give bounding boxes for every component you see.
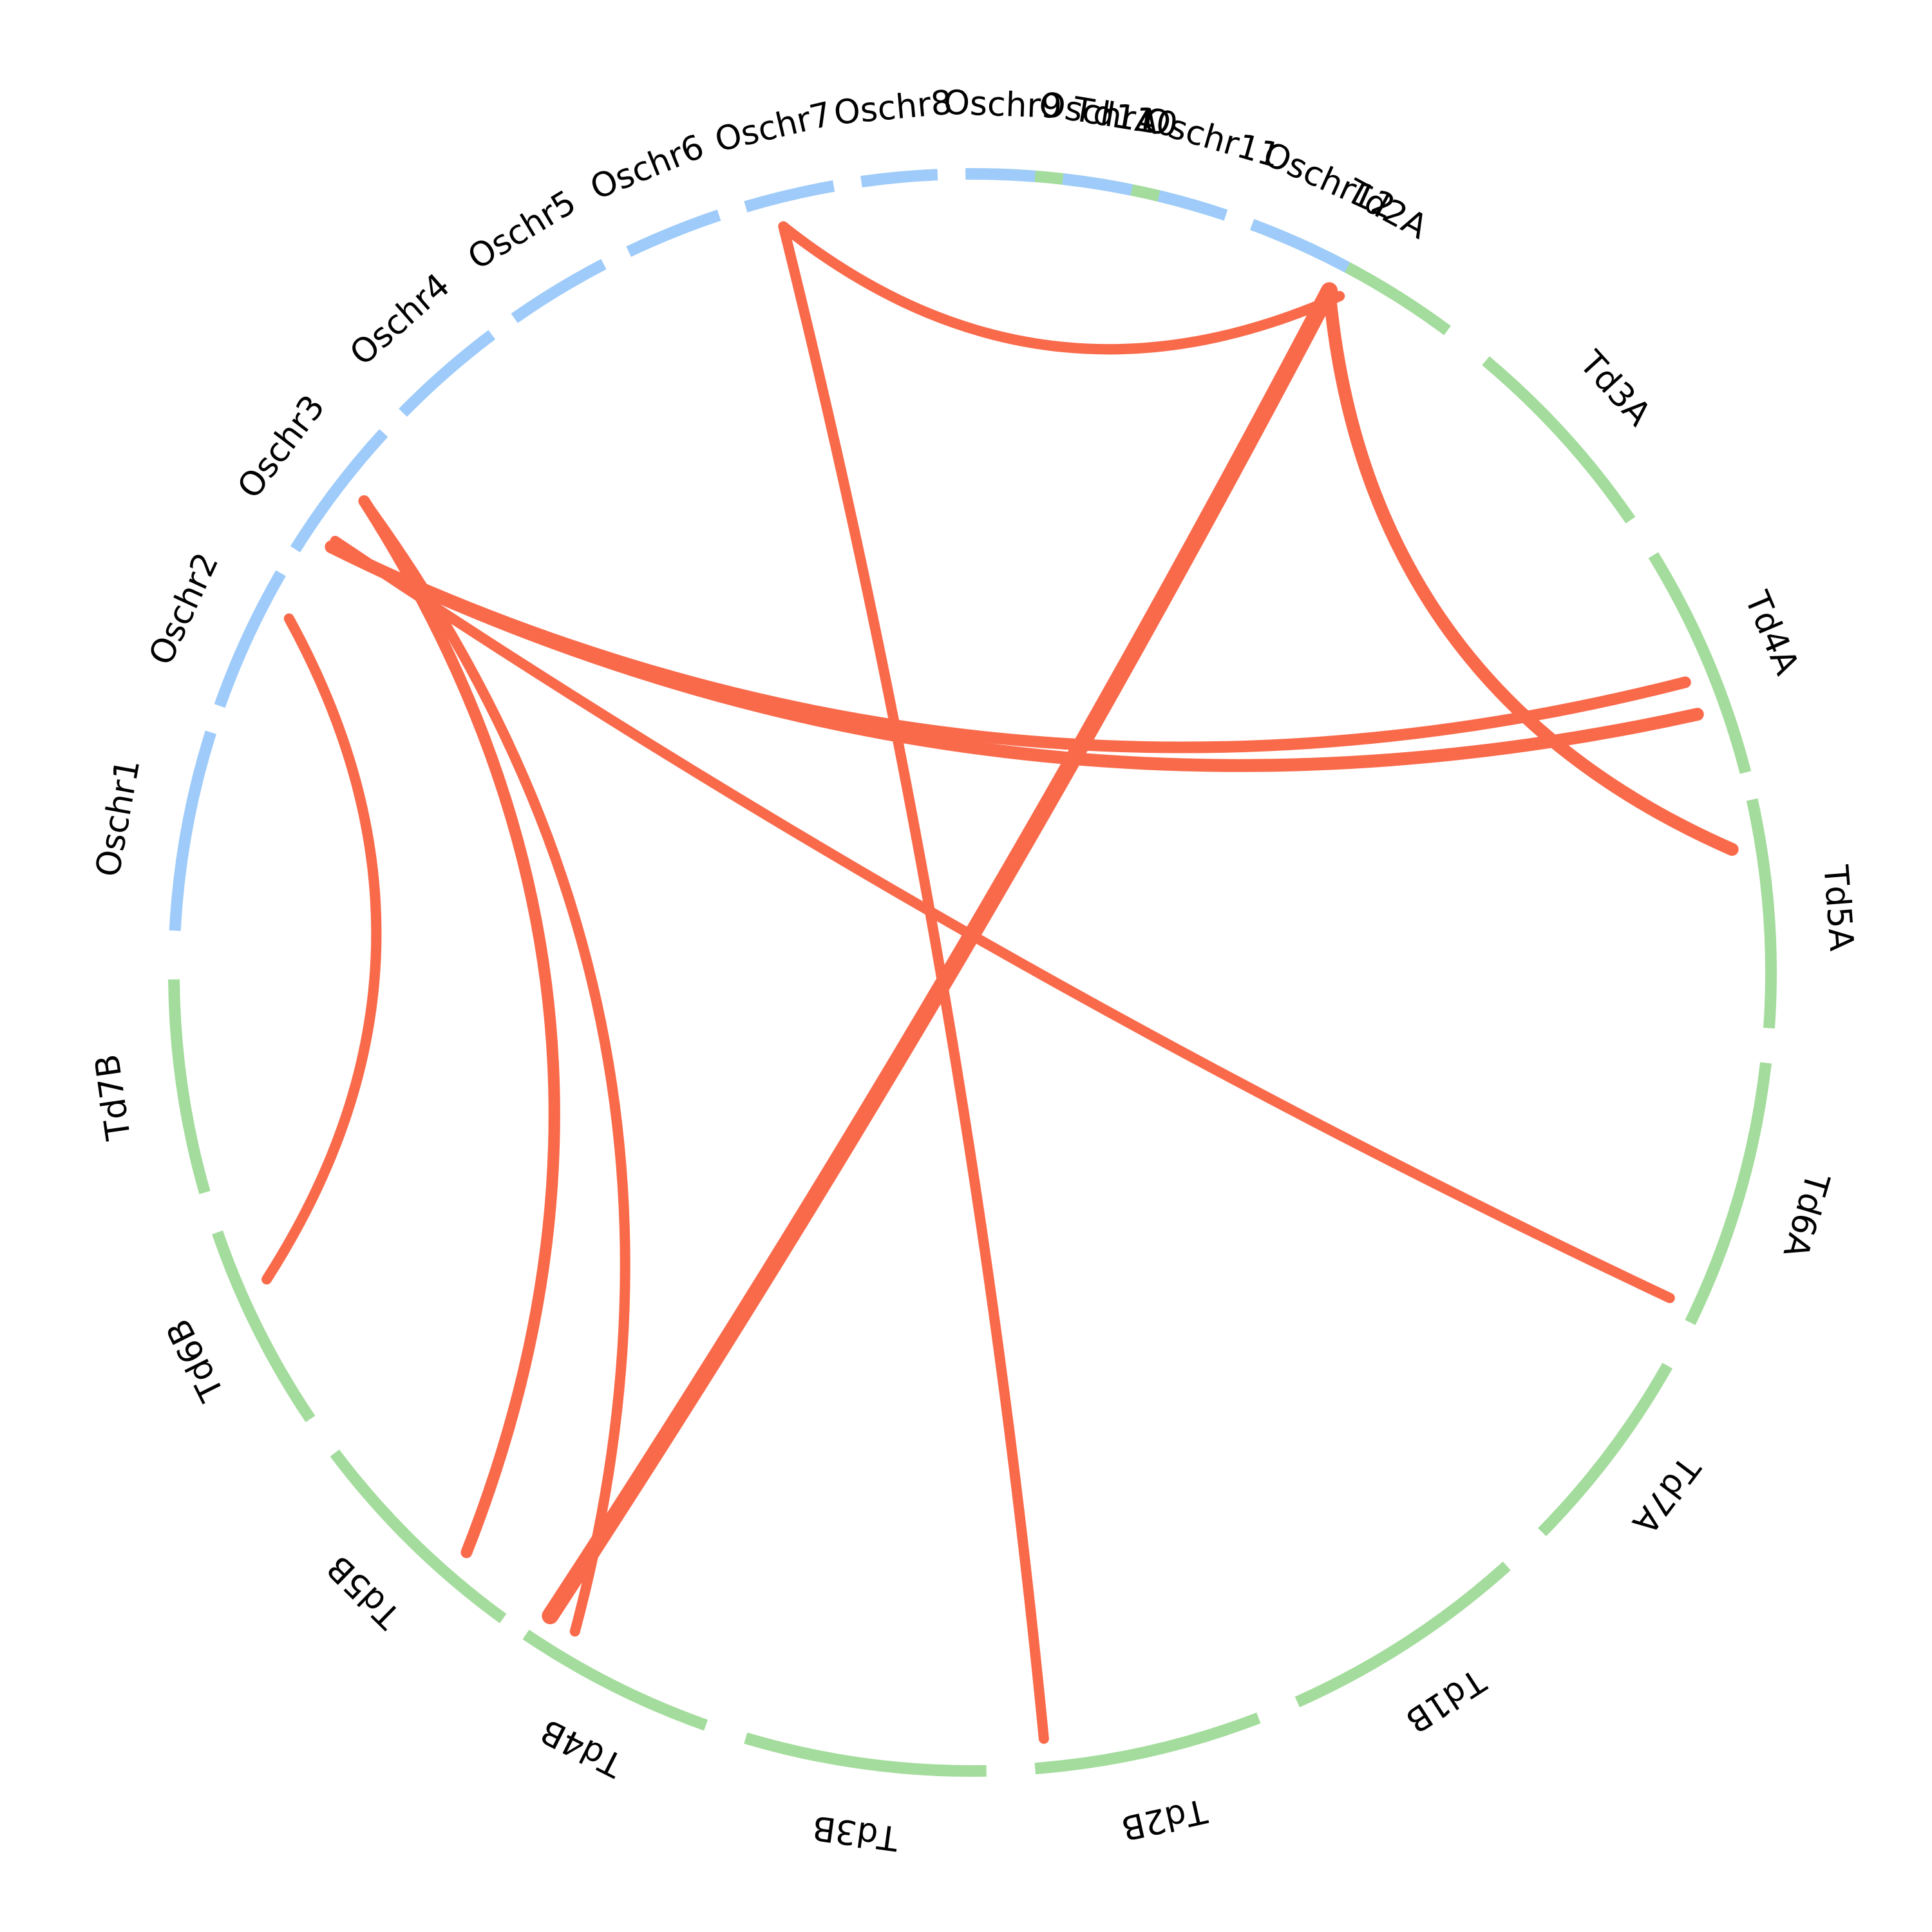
synteny-link-oschr3-td4a — [325, 540, 1704, 772]
synteny-link-oschr3-td5b — [358, 495, 560, 1558]
chromosome-arc-td3b — [744, 1732, 987, 1777]
chromosome-label-td5a: Td5A — [1815, 863, 1861, 952]
synteny-link-oschr3-td6a — [330, 536, 1675, 1303]
chromosome-arc-td4b — [522, 1629, 708, 1731]
chromosome-label-td7b: Td7B — [88, 1052, 139, 1143]
chromosome-label-oschr3: Oschr3 — [230, 388, 332, 506]
chromosome-arc-td5b — [330, 1449, 507, 1624]
chromosome-label-td3b: Td3B — [810, 1808, 901, 1858]
chromosome-arc-oschr11 — [1157, 190, 1228, 221]
chromosome-arc-oschr9 — [965, 168, 1036, 182]
chromosome-arc-oschr4 — [399, 330, 496, 417]
synteny-link-oschr2-td6b — [261, 613, 382, 1285]
chromosome-label-td6a: Td6A — [1776, 1168, 1837, 1262]
chromosome-label-td3a: Td3A — [1571, 343, 1658, 433]
chromosome-arc-oschr12 — [1250, 219, 1350, 273]
chromosome-label-oschr7: Oschr7 — [712, 95, 836, 160]
chromosome-arc-oschr10 — [1062, 173, 1133, 196]
chromosome-label-oschr2: Oschr2 — [142, 547, 227, 671]
chromosome-arc-td7a — [1538, 1363, 1673, 1537]
chromosome-label-oschr8: Oschr8 — [832, 83, 954, 133]
chromosome-label-oschr1: Oschr1 — [89, 756, 148, 880]
chromosome-arc-oschr6 — [626, 209, 721, 257]
chromosome-ring — [168, 168, 1777, 1777]
synteny-link-oschr7-td2b — [778, 221, 1049, 1744]
chromosome-arc-td3a — [1482, 356, 1636, 524]
chromosome-label-td2b: Td2B — [1118, 1791, 1211, 1848]
synteny-link-oschr3-td4a — [325, 541, 1691, 753]
chromosome-arc-oschr8 — [860, 169, 938, 187]
chromosome-arc-oschr7 — [744, 180, 835, 213]
chromosome-label-td7a: Td7A — [1624, 1448, 1707, 1541]
chromosome-arc-td1b — [1294, 1561, 1511, 1708]
chromosome-arc-td7b — [168, 979, 211, 1195]
chromosome-label-oschr5: Oschr5 — [461, 183, 582, 278]
chromosome-label-td4b: Td4B — [535, 1711, 629, 1785]
synteny-link-oschr12-td5a — [1323, 284, 1739, 856]
chromosome-label-oschr12: Oschr12 — [1257, 135, 1401, 227]
chromosome-label-td4a: Td4A — [1737, 585, 1806, 681]
chromosome-arc-oschr2 — [214, 570, 286, 708]
chromosome-arc-oschr3 — [290, 429, 388, 553]
chromosome-label-oschr4: Oschr4 — [343, 266, 457, 373]
chromosome-arc-td2b — [1034, 1712, 1261, 1775]
synteny-links — [261, 221, 1739, 1744]
chromosome-label-oschr6: Oschr6 — [585, 128, 709, 208]
chromosome-label-td5b: Td5B — [320, 1548, 409, 1636]
chromosome-arc-td6a — [1685, 1062, 1772, 1325]
chromosome-arc-oschr5 — [511, 259, 607, 323]
chromosome-label-td1b: Td1B — [1399, 1660, 1493, 1740]
chromosome-labels: Td1ATd2ATd3ATd4ATd5ATd6ATd7ATd1BTd2BTd3B… — [88, 83, 1861, 1857]
synteny-link-oschr3-td4b — [359, 495, 630, 1637]
synteny-link-oschr12-td4b — [542, 282, 1338, 1625]
chromosome-arc-td5a — [1746, 798, 1777, 1029]
chromosome-arc-td4a — [1648, 552, 1752, 774]
chromosome-label-oschr9: Oschr9 — [943, 84, 1063, 126]
chromosome-arc-oschr1 — [169, 730, 216, 931]
synteny-link-oschr7-td2a — [778, 221, 1345, 355]
chromosome-label-td6b: Td6B — [159, 1312, 232, 1407]
chromosome-arc-td6b — [212, 1230, 316, 1423]
